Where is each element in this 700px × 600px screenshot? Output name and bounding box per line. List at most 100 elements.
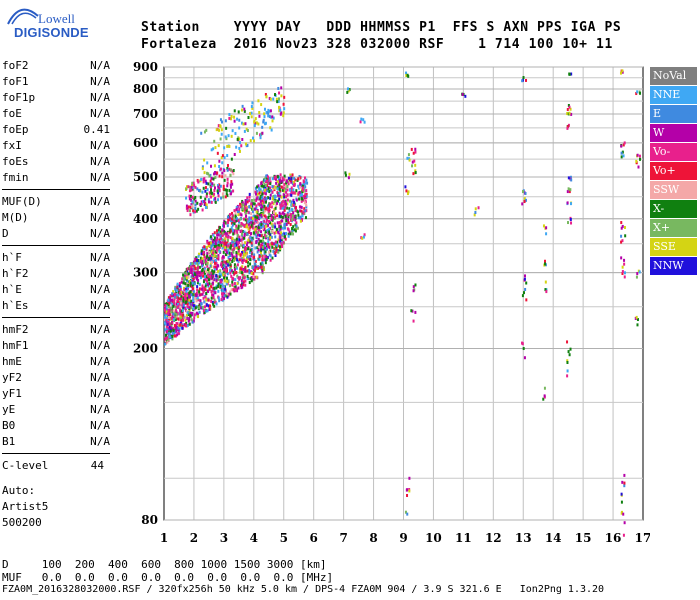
echo-point xyxy=(213,304,216,308)
echo-point xyxy=(249,139,252,143)
echo-point xyxy=(266,228,269,232)
echo-point xyxy=(278,187,281,191)
echo-point xyxy=(165,337,168,341)
echo-point xyxy=(301,214,304,218)
echo-point xyxy=(225,282,228,286)
echo-point xyxy=(212,194,215,198)
echo-point xyxy=(248,192,251,196)
echo-point xyxy=(166,323,169,327)
echo-point xyxy=(232,241,235,245)
echo-point xyxy=(524,191,527,195)
echo-point xyxy=(188,194,191,198)
echo-point xyxy=(256,250,259,254)
echo-point xyxy=(190,271,193,275)
echo-point xyxy=(274,240,277,244)
echo-point xyxy=(233,271,236,275)
param-name: h`Es xyxy=(2,299,29,312)
echo-point xyxy=(189,213,192,217)
echo-point xyxy=(208,271,211,275)
echo-point xyxy=(360,236,363,240)
param-row-foes: foEs N/A xyxy=(2,154,110,170)
echo-point xyxy=(181,316,184,320)
echo-point xyxy=(173,334,176,338)
echo-point xyxy=(276,180,279,184)
echo-point xyxy=(544,262,547,266)
echo-point xyxy=(218,275,221,279)
echo-point xyxy=(201,208,204,212)
echo-point xyxy=(248,268,251,272)
echo-point xyxy=(217,185,220,189)
echo-point xyxy=(261,258,264,262)
echo-point xyxy=(281,232,284,236)
echo-point xyxy=(195,271,198,275)
echo-point xyxy=(265,110,268,114)
echo-point xyxy=(271,218,274,222)
echo-point xyxy=(544,280,547,284)
echo-point xyxy=(172,309,175,313)
echo-point xyxy=(182,292,185,296)
echo-point xyxy=(189,292,192,296)
echo-point xyxy=(218,174,221,178)
echo-point xyxy=(204,201,207,205)
echo-point xyxy=(219,278,222,282)
echo-point xyxy=(263,191,266,195)
echo-point xyxy=(621,265,624,269)
echo-point xyxy=(246,218,249,222)
echo-point xyxy=(231,182,234,186)
echo-point xyxy=(215,128,218,132)
param-name: yF2 xyxy=(2,371,22,384)
echo-point xyxy=(212,147,215,151)
echo-point xyxy=(259,250,262,254)
echo-point xyxy=(230,114,233,118)
echo-point xyxy=(209,235,212,239)
echo-point xyxy=(299,219,302,223)
echo-point xyxy=(203,247,206,251)
echo-point xyxy=(204,267,207,271)
echo-point xyxy=(566,126,569,130)
echo-point xyxy=(619,71,622,75)
echo-point xyxy=(251,226,254,230)
echo-point xyxy=(247,264,250,268)
param-name: foF1p xyxy=(2,91,36,104)
echo-point xyxy=(250,279,253,283)
echo-point xyxy=(240,238,243,242)
echo-point xyxy=(408,476,411,480)
echo-point xyxy=(259,244,262,248)
echo-point xyxy=(622,512,625,516)
echo-point xyxy=(255,220,258,224)
echo-point xyxy=(568,105,571,109)
echo-point xyxy=(282,193,285,197)
echo-point xyxy=(208,241,211,245)
echo-point xyxy=(233,246,236,250)
echo-point xyxy=(195,299,198,303)
echo-point xyxy=(213,192,216,196)
param-value: N/A xyxy=(90,211,110,224)
echo-point xyxy=(257,265,260,269)
echo-point xyxy=(198,306,201,310)
echo-point xyxy=(235,237,238,241)
echo-point xyxy=(192,209,195,213)
echo-point xyxy=(238,240,241,244)
legend-item-x-: X- xyxy=(650,200,697,218)
echo-point xyxy=(244,122,247,126)
echo-point xyxy=(304,181,307,185)
echo-point xyxy=(257,226,260,230)
auto-program: Artist5 xyxy=(2,500,49,513)
echo-point xyxy=(188,291,191,295)
x-tick-label: 10 xyxy=(425,531,442,545)
param-value: 0.41 xyxy=(83,123,111,136)
echo-point xyxy=(210,244,213,248)
echo-point xyxy=(278,228,281,232)
echo-point xyxy=(293,176,296,180)
echo-point xyxy=(238,238,241,242)
echo-point xyxy=(215,284,218,288)
echo-point xyxy=(408,489,411,493)
echo-point xyxy=(300,205,303,209)
echo-point xyxy=(202,186,205,190)
echo-point xyxy=(298,185,301,189)
echo-point xyxy=(263,251,266,255)
echo-point xyxy=(270,115,273,119)
echo-point xyxy=(200,287,203,291)
echo-point xyxy=(237,286,240,290)
echo-point xyxy=(248,205,251,209)
